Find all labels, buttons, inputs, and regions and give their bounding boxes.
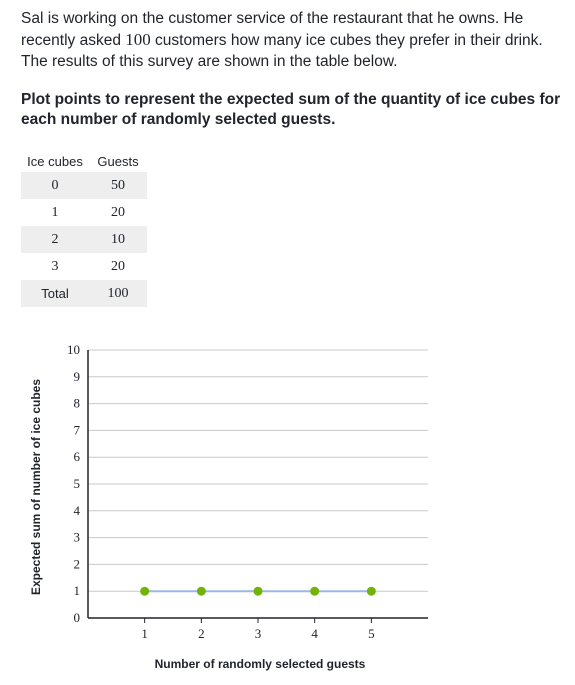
x-axis-label: Number of randomly selected guests xyxy=(155,657,366,671)
y-tick-label: 7 xyxy=(74,422,81,437)
table-cell-guests: 10 xyxy=(89,226,147,253)
y-tick-label: 5 xyxy=(74,476,81,491)
table-row: 0 50 xyxy=(21,172,147,199)
table-cell-ice-cubes: 3 xyxy=(51,258,59,274)
table-cell-guests: 50 xyxy=(89,172,147,199)
column-header-ice-cubes: Ice cubes xyxy=(27,153,83,169)
table-cell-total-label: Total xyxy=(21,280,89,307)
y-tick-label: 1 xyxy=(74,583,81,598)
y-tick-label: 9 xyxy=(74,369,81,384)
x-tick-label: 2 xyxy=(198,626,205,641)
table-row: 1 20 xyxy=(21,199,147,226)
y-tick-label: 3 xyxy=(74,530,81,545)
plot-point[interactable] xyxy=(140,586,150,596)
plot-points[interactable] xyxy=(140,586,376,596)
x-tick-label: 4 xyxy=(311,626,318,641)
plot-point[interactable] xyxy=(253,586,263,596)
table-cell-total-value: 100 xyxy=(89,280,147,307)
x-tick-label: 3 xyxy=(255,626,262,641)
table-cell-guests: 20 xyxy=(111,258,125,274)
y-tick-label: 8 xyxy=(74,396,81,411)
intro-text-before: Sal is working on the customer service o… xyxy=(21,10,524,49)
table-cell-ice-cubes: 1 xyxy=(51,204,59,220)
table-header-row: Ice cubes Guests xyxy=(21,150,147,172)
plot-point[interactable] xyxy=(310,586,320,596)
y-tick-label: 4 xyxy=(74,503,81,518)
survey-table: Ice cubes Guests 0 50 1 20 2 10 3 20 Tot… xyxy=(21,150,147,307)
y-axis-label: Expected sum of number of ice cubes xyxy=(29,379,43,595)
problem-statement: Sal is working on the customer service o… xyxy=(21,8,561,72)
y-tick-label: 10 xyxy=(67,342,80,357)
plot-point[interactable] xyxy=(196,586,206,596)
intro-number: 100 xyxy=(125,30,151,49)
x-tick-labels: 1 2 3 4 5 xyxy=(141,626,374,641)
grid-lines xyxy=(88,349,428,592)
table-cell-ice-cubes: 0 xyxy=(21,172,89,199)
interactive-graph[interactable]: 0 1 2 3 4 5 6 7 8 9 10 1 2 3 4 5 Number of randomly se… xyxy=(0,330,575,685)
y-tick-labels: 0 1 2 3 4 5 6 7 8 9 10 xyxy=(67,342,81,625)
table-cell-guests: 20 xyxy=(111,204,125,220)
intro-text-after: customers how many ice cubes they prefer… xyxy=(21,32,543,70)
axes xyxy=(87,350,428,623)
table-row: 2 10 xyxy=(21,226,147,253)
table-row: 3 20 xyxy=(21,253,147,280)
question-prompt: Plot points to represent the expected su… xyxy=(21,91,561,128)
y-tick-label: 2 xyxy=(74,556,81,571)
y-tick-label: 0 xyxy=(74,610,81,625)
table-cell-ice-cubes: 2 xyxy=(21,226,89,253)
x-tick-label: 1 xyxy=(141,626,148,641)
table-row-total: Total 100 xyxy=(21,280,147,307)
x-tick-label: 5 xyxy=(368,626,375,641)
y-tick-label: 6 xyxy=(74,449,81,464)
column-header-guests: Guests xyxy=(97,153,139,169)
plot-point[interactable] xyxy=(366,586,376,596)
